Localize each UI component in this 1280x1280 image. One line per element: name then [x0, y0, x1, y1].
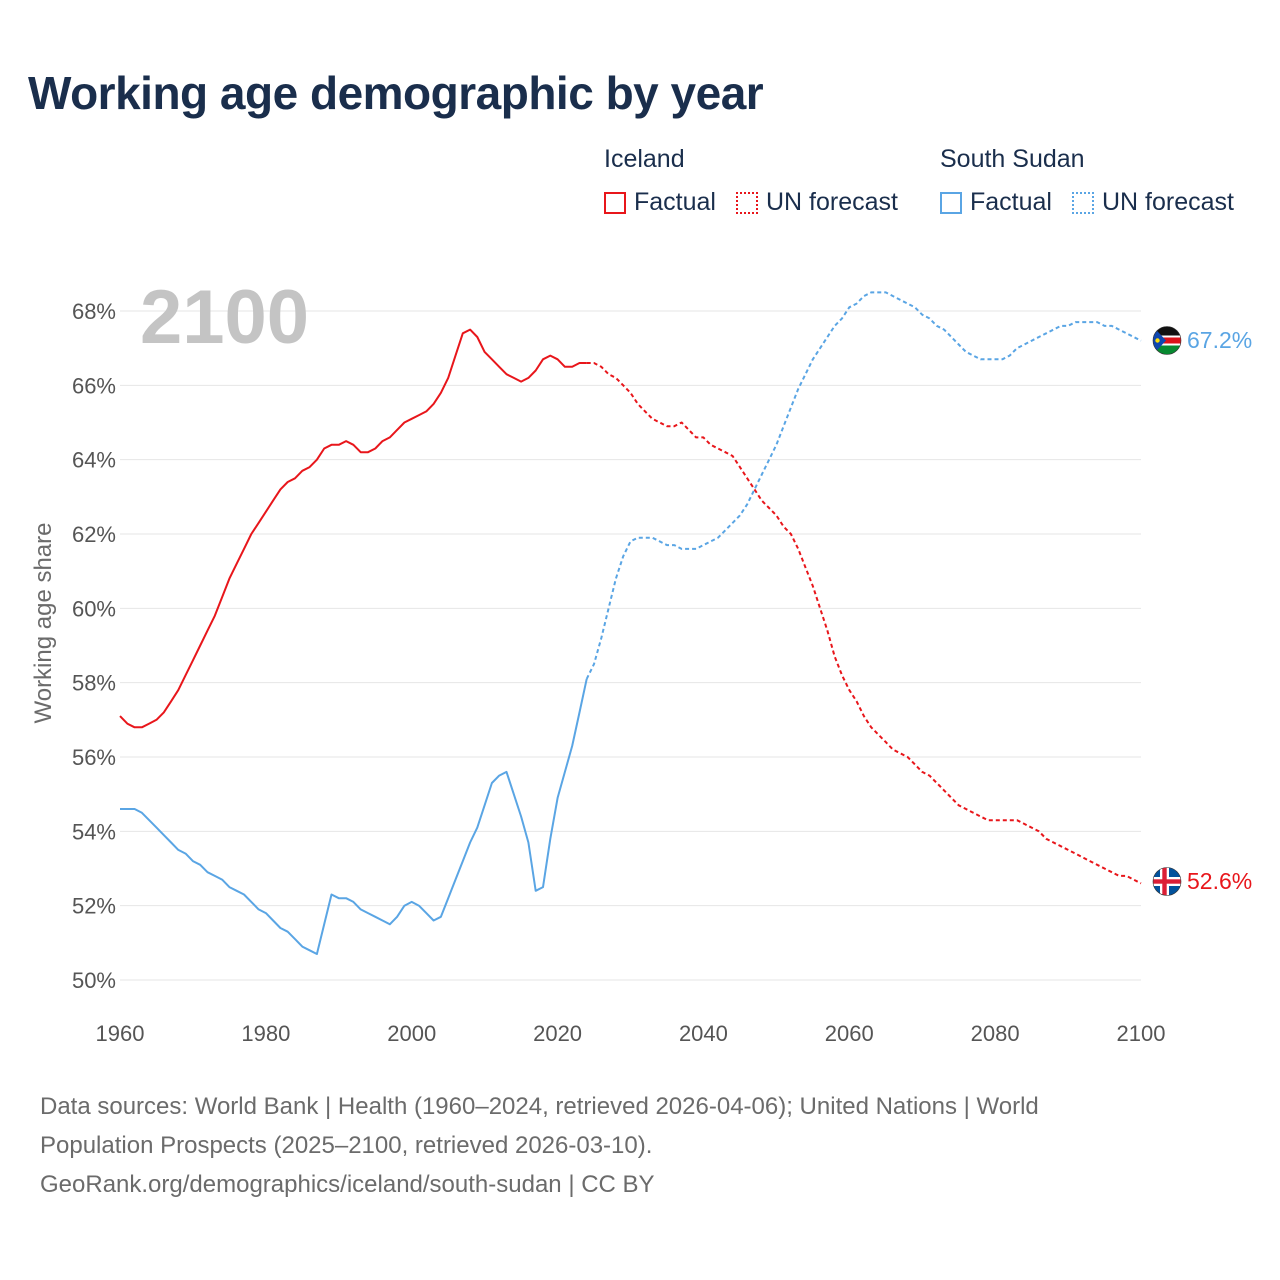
sources-link[interactable]: GeoRank.org/demographics/iceland/south-s… — [40, 1171, 655, 1198]
x-tick-label: 2060 — [825, 1021, 874, 1046]
legend-item-south-sudan-forecast[interactable]: UN forecast — [1071, 188, 1234, 217]
south-sudan-end-label: 67.2% — [1187, 327, 1252, 353]
chart-title: Working age demographic by year — [28, 67, 764, 119]
x-tick-label: 2020 — [533, 1021, 582, 1046]
south-sudan-flag-icon — [1152, 326, 1182, 355]
legend-swatch-dotted — [1071, 191, 1094, 214]
iceland-forecast-line[interactable] — [586, 362, 1142, 885]
x-tick-label: 2080 — [971, 1021, 1020, 1046]
y-tick-label: 56% — [72, 745, 116, 770]
y-tick-label: 50% — [72, 968, 116, 993]
x-tick-label: 1980 — [241, 1021, 290, 1046]
legend-label: Factual — [970, 188, 1052, 216]
legend-group-name: South Sudan — [940, 145, 1085, 173]
y-tick-label: 58% — [72, 671, 116, 696]
legend-swatch-solid — [604, 191, 626, 214]
legend-item-iceland-factual[interactable]: Factual — [604, 188, 716, 217]
sources-line: Data sources: World Bank | Health (1960–… — [40, 1093, 1039, 1120]
x-tick-label: 2000 — [387, 1021, 436, 1046]
y-tick-label: 54% — [72, 819, 116, 844]
legend-item-iceland-forecast[interactable]: UN forecast — [735, 188, 898, 217]
y-tick-label: 60% — [72, 596, 116, 621]
south-sudan-factual-line[interactable] — [120, 678, 588, 955]
legend-swatch-dotted — [735, 191, 758, 214]
legend-label: Factual — [634, 188, 716, 216]
legend-group-iceland: Iceland Factual UN forecast — [604, 145, 918, 217]
y-tick-label: 64% — [72, 448, 116, 473]
legend-group-name: Iceland — [604, 145, 685, 173]
legend-group-south-sudan: South Sudan Factual UN forecast — [940, 145, 1234, 217]
x-tick-label: 2040 — [679, 1021, 728, 1046]
x-tick-label: 1960 — [96, 1021, 145, 1046]
legend-label: UN forecast — [1101, 188, 1234, 216]
y-axis-label: Working age share — [30, 523, 57, 724]
iceland-flag-icon — [1152, 867, 1182, 896]
y-tick-label: 52% — [72, 894, 116, 919]
legend-label: UN forecast — [765, 188, 898, 216]
year-watermark: 2100 — [140, 275, 309, 360]
iceland-factual-line[interactable] — [119, 328, 587, 729]
y-tick-label: 68% — [72, 299, 116, 324]
legend-swatch-solid — [940, 191, 962, 214]
iceland-end-label: 52.6% — [1187, 868, 1252, 894]
legend-item-south-sudan-factual[interactable]: Factual — [940, 188, 1052, 217]
y-tick-label: 62% — [72, 522, 116, 547]
y-tick-label: 66% — [72, 373, 116, 398]
south-sudan-forecast-line[interactable] — [585, 291, 1142, 680]
data-sources: Data sources: World Bank | Health (1960–… — [40, 1087, 1240, 1204]
sources-line: Population Prospects (2025–2100, retriev… — [40, 1132, 653, 1159]
x-tick-label: 2100 — [1117, 1021, 1166, 1046]
